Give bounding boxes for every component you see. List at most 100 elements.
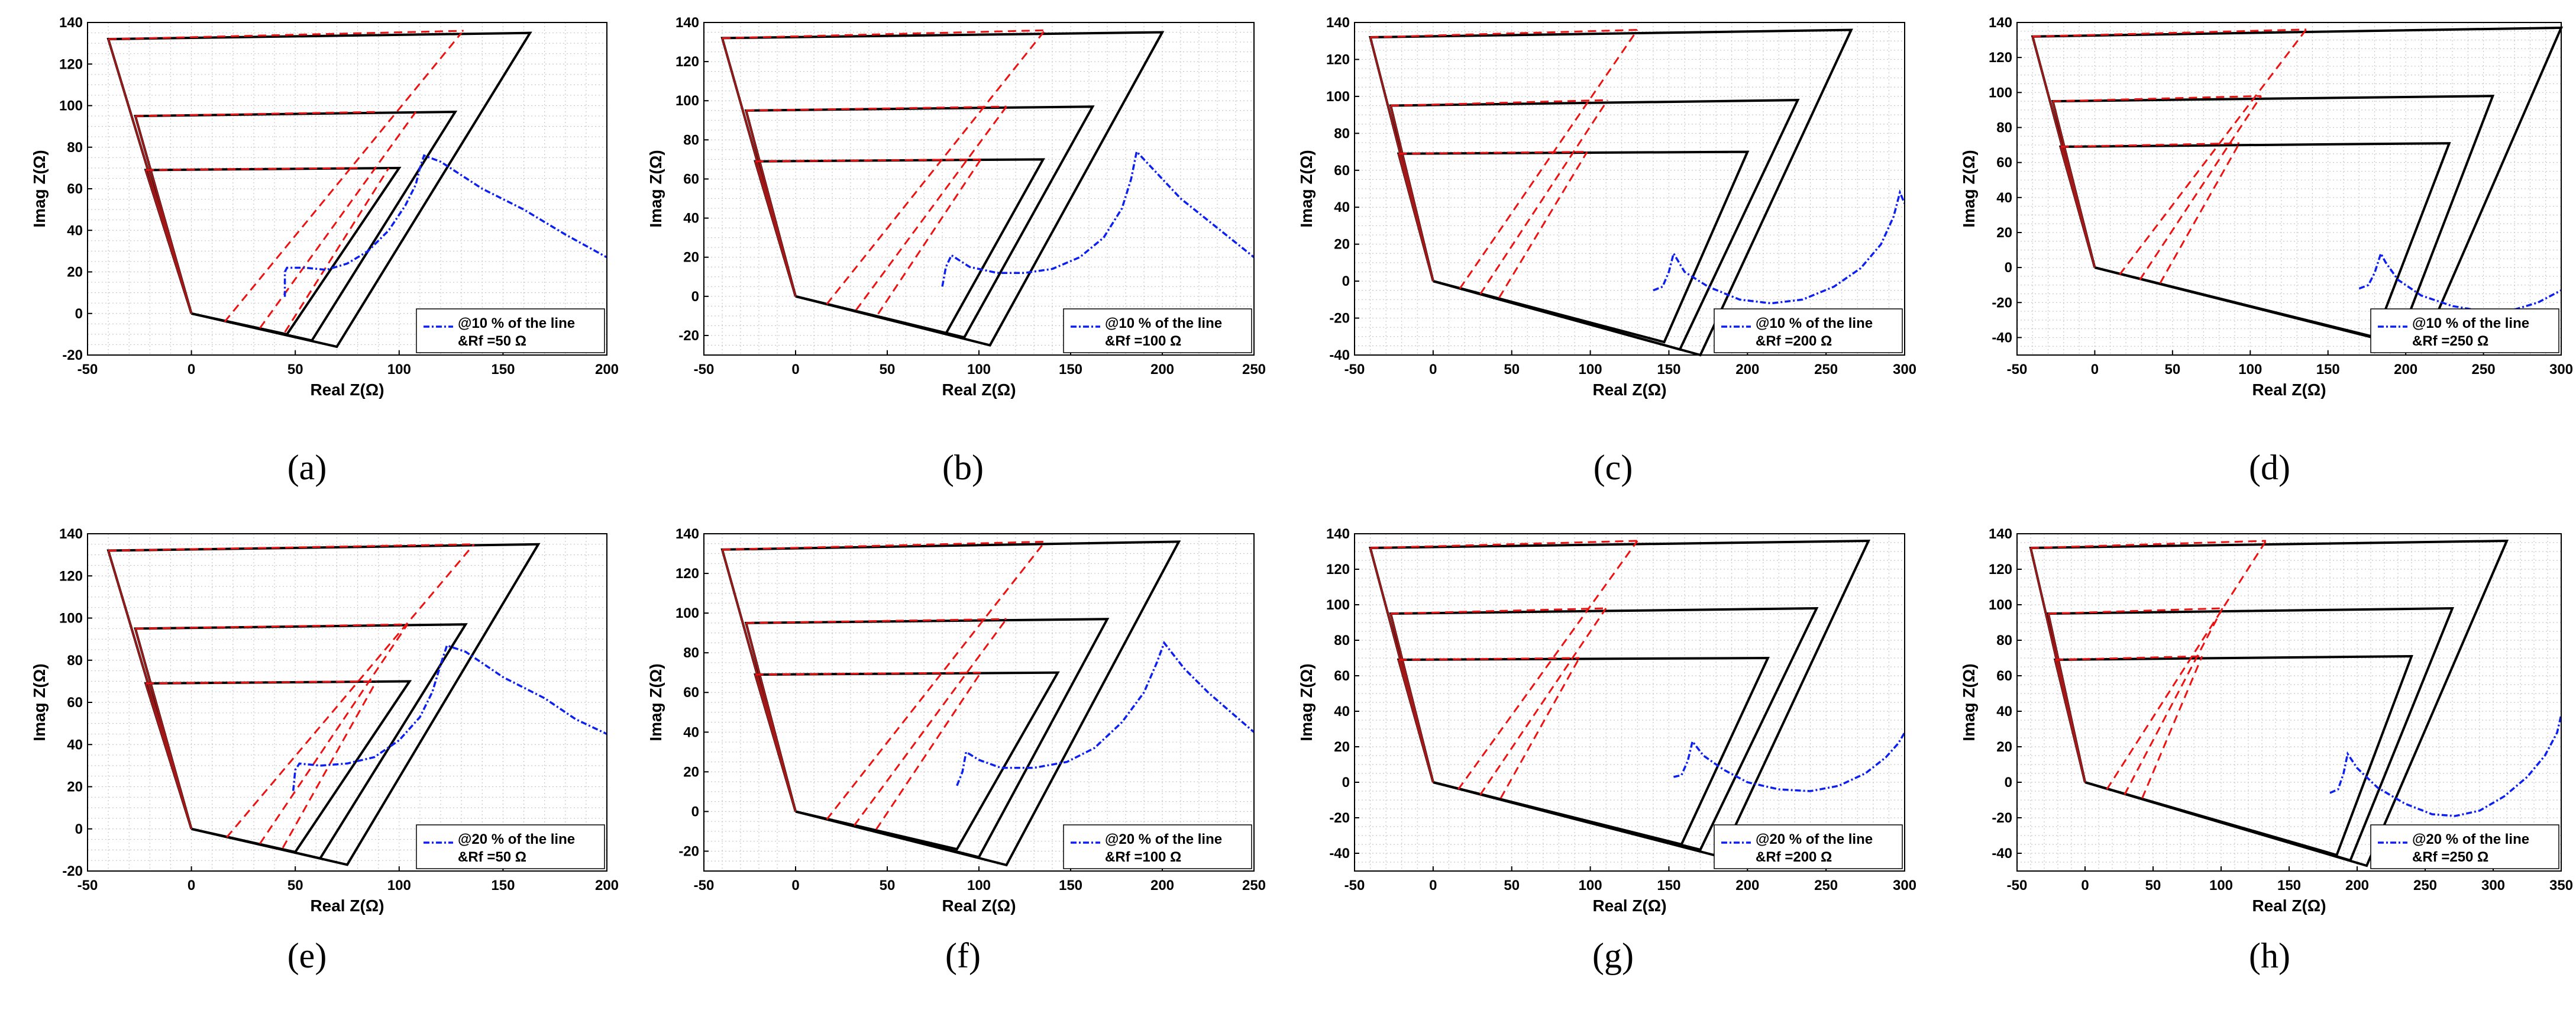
x-tick-label: 300 [1893,878,1916,894]
x-tick-label: 100 [1579,362,1602,378]
y-tick-label: 60 [67,695,83,711]
y-tick-label: 40 [683,211,699,227]
y-tick-label: 20 [683,764,699,780]
y-tick-label: -20 [62,347,83,363]
y-axis-label: Imag Z(Ω) [30,150,49,227]
x-axis-label: Real Z(Ω) [1592,380,1666,399]
legend-line-1: @10 % of the line [1756,315,1873,331]
x-tick-label: 250 [1242,878,1266,894]
reactance-limit-line [144,169,193,314]
resistive-reach-dashed-2 [853,618,1007,826]
y-tick-label: 100 [59,611,83,627]
x-tick-label: 150 [491,878,515,894]
zone-2-top-dashed [2048,607,2223,615]
y-tick-label: 60 [1334,668,1350,684]
y-tick-label: 40 [67,222,83,238]
resistive-reach-dashed-3 [284,167,390,333]
resistive-reach-dashed-1 [2119,28,2307,275]
zone-1-top-dashed [1370,540,1638,549]
y-tick-label: 100 [675,605,699,621]
resistive-reach-dashed-2 [1479,608,1607,795]
y-tick-label: 0 [691,804,699,820]
y-tick-label: 40 [1996,190,2012,206]
x-tick-label: 50 [287,362,303,378]
y-tick-label: 60 [683,685,699,701]
y-tick-label: 40 [1334,704,1350,720]
x-tick-label: 200 [595,878,619,894]
y-tick-label: 80 [1996,633,2012,649]
y-axis-label: Imag Z(Ω) [1297,663,1316,741]
y-axis-label: Imag Z(Ω) [30,663,49,741]
y-tick-label: -20 [678,328,699,344]
axes-box [1354,22,1905,356]
y-tick-label: 0 [75,821,83,837]
y-tick-label: 0 [2005,775,2012,791]
y-tick-label: -40 [1992,846,2012,862]
x-tick-label: 0 [1429,362,1437,378]
chart-panel-g: -50 0 50 100 150 200 250 300 -40 -20 0 20 40 60 80 100 1… [1297,526,1916,915]
legend-line-1: @20 % of the line [2412,831,2529,847]
x-tick-label: 150 [2316,362,2340,378]
x-tick-label: -50 [2007,878,2028,894]
x-tick-label: 150 [1657,878,1680,894]
x-tick-label: 0 [2091,362,2099,378]
y-tick-label: 120 [1989,562,2012,578]
x-tick-label: 50 [1504,878,1520,894]
x-tick-label: -50 [1344,362,1365,378]
resistive-reach-dashed-2 [855,106,1007,311]
x-tick-label: 200 [1735,362,1759,378]
legend-line-2: &Rf =200 Ω [1756,333,1832,349]
y-tick-label: -20 [1329,810,1350,826]
y-tick-label: 40 [683,724,699,740]
resistive-reach-dashed-1 [1457,540,1638,790]
axes-box [2016,22,2562,356]
y-tick-label: -20 [1329,311,1350,327]
zone-3-top-dashed [755,158,981,163]
chart-panel-a: -50 0 50 100 150 200 -20 0 20 40 60 80 100 120 140 Real… [30,15,619,399]
y-axis-label: Imag Z(Ω) [1960,150,1978,227]
legend-line-2: &Rf =250 Ω [2412,333,2488,349]
y-tick-label: 20 [1334,739,1350,755]
impedance-trajectory [941,149,1254,287]
zone-1-top-dashed [2030,540,2266,549]
x-tick-label: -50 [694,878,715,894]
y-tick-label: 20 [1996,739,2012,755]
y-tick-label: -20 [62,863,83,879]
impedance-trajectory [292,644,607,791]
x-tick-label: 50 [2145,878,2161,894]
x-tick-label: 150 [491,362,515,378]
legend-box [1063,824,1252,869]
zone-3-top-dashed [1398,151,1588,155]
x-tick-label: 200 [1150,362,1174,378]
x-tick-label: 50 [880,878,896,894]
x-tick-label: 250 [1242,362,1266,378]
x-tick-label: -50 [1344,878,1365,894]
y-tick-label: 140 [1989,15,2012,31]
y-tick-label: 40 [67,737,83,753]
x-tick-label: 0 [791,362,799,378]
legend-box [2370,308,2559,353]
legend-line-2: &Rf =100 Ω [1105,333,1181,349]
y-tick-label: 100 [675,93,699,109]
x-tick-label: 50 [1504,362,1520,378]
chart-panel-b: -50 0 50 100 150 200 250 -20 0 20 40 60 80 100 120 140 R… [647,15,1266,399]
y-tick-label: 140 [675,526,699,542]
legend-box [1063,308,1252,353]
y-tick-label: 60 [1996,155,2012,171]
reactance-limit-line [745,110,797,297]
x-tick-label: 100 [967,362,991,378]
y-tick-label: 60 [1334,163,1350,179]
x-tick-label: 150 [1059,362,1082,378]
reactance-limit-line [745,622,797,812]
y-tick-label: 100 [1326,597,1350,613]
x-tick-label: 0 [1429,878,1437,894]
x-tick-label: 350 [2549,878,2573,894]
x-tick-label: 100 [2209,878,2233,894]
zone-2-top-dashed [135,623,408,630]
resistive-reach-dashed-2 [259,111,417,329]
legend-box [416,824,605,869]
x-axis-label: Real Z(Ω) [310,896,384,915]
legend-box [1714,824,1903,869]
y-tick-label: -40 [1992,330,2012,346]
resistive-reach-dashed-1 [2106,540,2267,790]
